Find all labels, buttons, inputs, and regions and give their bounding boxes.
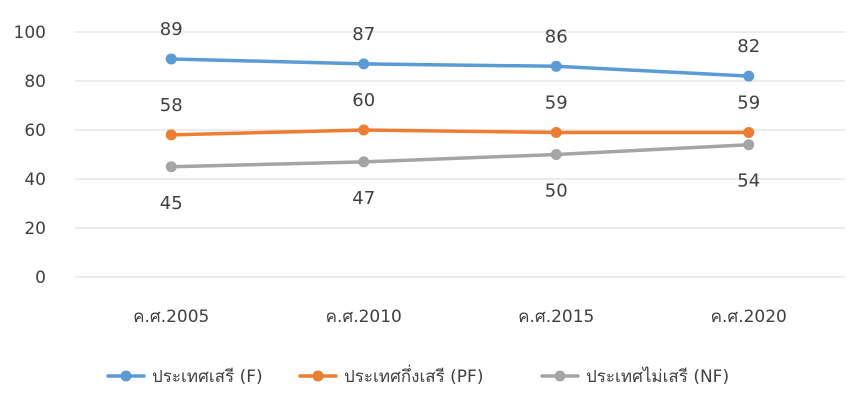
gridlines — [75, 31, 845, 278]
x-tick-label: ค.ศ.2005 — [133, 307, 209, 327]
data-label: 50 — [545, 181, 568, 202]
legend-item: ประเทศกึ่งเสรี (PF) — [298, 364, 483, 387]
data-point — [743, 126, 755, 138]
x-tick-label: ค.ศ.2015 — [518, 307, 594, 327]
legend-swatch-marker — [554, 370, 566, 382]
x-tick-label: ค.ศ.2020 — [711, 307, 787, 327]
series-line — [169, 57, 751, 78]
y-tick-label: 40 — [24, 170, 46, 190]
legend-item: ประเทศไม่เสรี (NF) — [540, 366, 729, 387]
y-tick-label: 80 — [24, 72, 46, 92]
data-point — [165, 161, 177, 173]
legend-swatch-marker — [312, 370, 324, 382]
y-tick-label: 0 — [35, 268, 46, 288]
data-labels: 89 87 86 82 58 60 59 59 45 47 50 54 — [160, 19, 760, 214]
data-point — [165, 129, 177, 141]
data-point — [550, 126, 562, 138]
data-label: 82 — [737, 36, 760, 57]
legend-label: ประเทศกึ่งเสรี (PF) — [344, 364, 483, 387]
data-point — [165, 53, 177, 65]
data-point — [358, 58, 370, 70]
data-label: 45 — [160, 193, 183, 214]
x-tick-label: ค.ศ.2010 — [326, 307, 402, 327]
legend-swatch-marker — [120, 370, 132, 382]
data-label: 60 — [352, 90, 375, 111]
legend-item: ประเทศเสรี (F) — [106, 367, 263, 387]
data-label: 89 — [160, 19, 183, 40]
data-point — [550, 149, 562, 160]
data-point — [550, 60, 562, 72]
data-label: 47 — [352, 188, 375, 209]
y-tick-label: 60 — [24, 121, 46, 141]
data-point — [358, 156, 370, 168]
data-label: 58 — [160, 95, 183, 116]
data-point — [743, 139, 755, 151]
y-tick-label: 100 — [14, 23, 46, 43]
series-lines — [165, 53, 755, 173]
data-label: 54 — [737, 171, 760, 192]
legend-label: ประเทศไม่เสรี (NF) — [586, 366, 729, 387]
y-tick-label: 20 — [24, 219, 46, 239]
legend: ประเทศเสรี (F) ประเทศกึ่งเสรี (PF) ประเทศไ… — [106, 364, 729, 387]
data-point — [358, 124, 370, 136]
data-point — [743, 70, 755, 82]
series-line — [169, 142, 751, 169]
data-label: 87 — [352, 24, 375, 45]
data-label: 59 — [737, 92, 760, 113]
data-label: 86 — [545, 26, 568, 47]
x-axis: ค.ศ.2005 ค.ศ.2010 ค.ศ.2015 ค.ศ.2020 — [133, 307, 787, 327]
series-line — [169, 128, 751, 137]
legend-label: ประเทศเสรี (F) — [152, 367, 263, 387]
data-label: 59 — [545, 92, 568, 113]
y-axis: 0 20 40 60 80 100 — [14, 23, 46, 288]
